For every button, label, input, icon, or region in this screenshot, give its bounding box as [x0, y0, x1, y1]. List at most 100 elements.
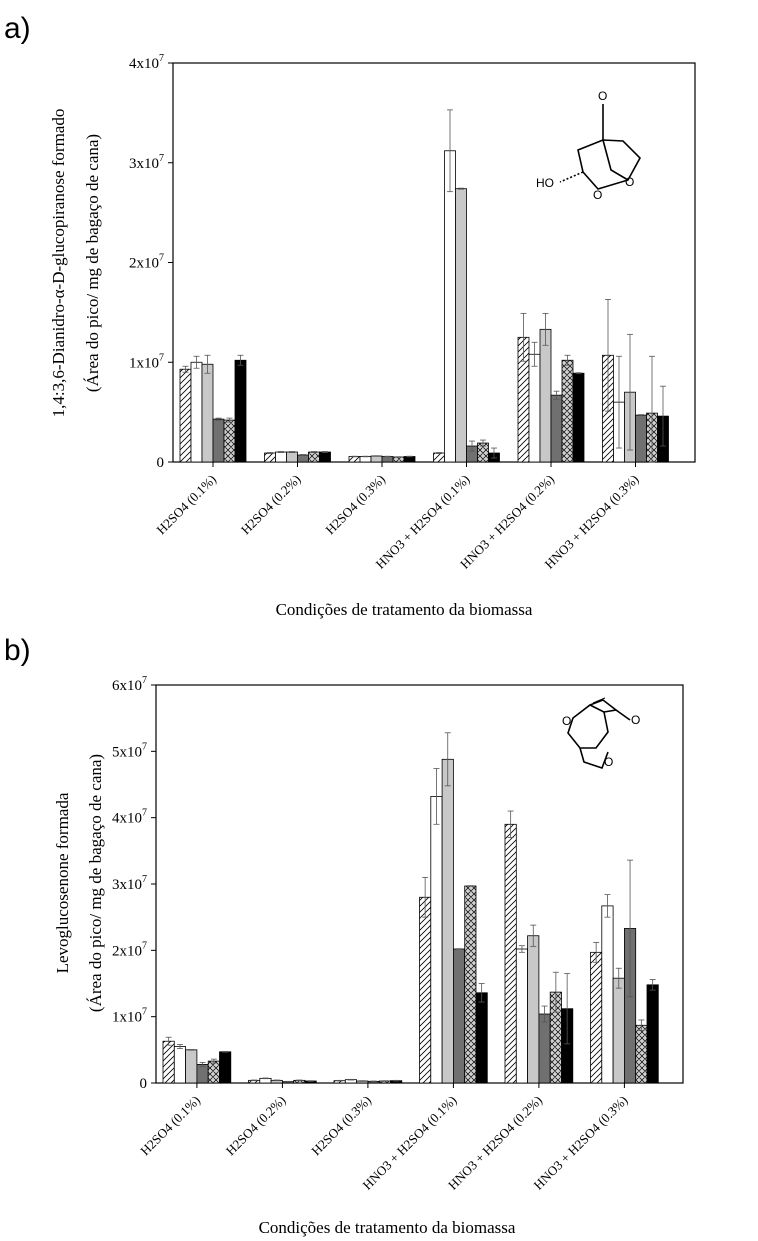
chart-panel-b: b) 0 1x107 2x107 3x107 4x107 5x107 6x107 H2SO4 …	[4, 634, 684, 1237]
panel-label-a: a)	[4, 12, 31, 45]
error-bar-a-4-5	[575, 372, 582, 375]
error-bar-a-3-5	[491, 447, 497, 459]
y-tick-label-b-3: 3x107	[112, 874, 147, 893]
bar-a-1-0	[264, 452, 276, 463]
error-bar-a-2-4	[395, 456, 402, 458]
y-axis-label-b-line2: (Área do pico/ mg de bagaço de cana)	[86, 754, 105, 1012]
error-bar-a-5-0	[605, 299, 611, 412]
error-bar-b-5-0	[593, 941, 600, 963]
bar-b-4-1	[515, 948, 528, 1084]
error-bar-b-3-4	[467, 885, 474, 887]
bar-a-2-5	[403, 456, 416, 463]
error-bar-a-4-4	[564, 354, 571, 366]
error-bar-a-1-5	[322, 451, 328, 453]
bar-b-0-5	[219, 1051, 232, 1084]
error-bar-b-1-1	[262, 1077, 269, 1080]
error-bar-a-5-5	[660, 385, 666, 447]
category-label-b-4: HNO3 + H2SO4 (0.2%)	[445, 1093, 545, 1193]
bar-b-5-2	[612, 977, 625, 1084]
bar-b-4-0	[504, 823, 517, 1084]
bar-a-4-3	[550, 394, 563, 463]
error-bar-b-3-1	[433, 768, 440, 825]
error-bar-b-4-4	[552, 971, 559, 1013]
molecule-b-oxygen-ketone: O	[631, 713, 640, 727]
category-label-b-2: H2SO4 (0.3%)	[308, 1093, 374, 1159]
error-bar-b-1-0	[251, 1079, 258, 1082]
bar-a-4-4	[561, 359, 574, 463]
bar-b-5-0	[590, 951, 603, 1084]
error-bar-b-1-2	[273, 1079, 280, 1082]
bar-a-0-5	[234, 359, 247, 463]
bar-a-4-2	[539, 328, 552, 463]
category-label-b-1: H2SO4 (0.2%)	[223, 1093, 289, 1159]
bar-b-3-4	[464, 885, 477, 1084]
bar-a-3-1	[444, 150, 456, 463]
error-bar-a-4-1	[531, 341, 538, 367]
error-bar-b-1-4	[296, 1079, 303, 1082]
error-bar-b-4-1	[518, 945, 525, 953]
bar-a-3-2	[455, 188, 467, 463]
error-bar-a-3-3	[469, 440, 475, 452]
error-bar-b-3-5	[478, 983, 485, 1003]
y-axis-label-a-line1: 1,4:3,6-Dianidro-α-D-glucopiranose forma…	[49, 109, 68, 418]
error-bar-a-0-4	[226, 417, 233, 423]
error-bar-a-0-0	[182, 365, 189, 373]
category-label-b-3: HNO3 + H2SO4 (0.1%)	[359, 1093, 459, 1193]
y-tick-label-b-5: 5x107	[112, 741, 147, 760]
error-bar-a-4-3	[553, 390, 560, 400]
error-bar-a-3-0	[436, 452, 442, 454]
bar-b-4-3	[538, 1013, 551, 1084]
error-bar-b-5-1	[604, 894, 611, 918]
error-bar-a-2-0	[351, 455, 358, 458]
molecule-a-oxygen-top: O	[598, 89, 607, 103]
bar-b-3-1	[430, 796, 443, 1084]
error-bar-b-2-1	[347, 1078, 354, 1081]
error-bar-b-2-3	[370, 1080, 377, 1083]
y-tick-label-b-1: 1x107	[112, 1007, 147, 1026]
bar-b-5-1	[601, 905, 614, 1084]
bar-a-4-5	[572, 372, 585, 463]
category-label-a-3: HNO3 + H2SO4 (0.1%)	[373, 472, 473, 572]
bar-b-5-4	[635, 1024, 648, 1084]
plot-area-b: 0 1x107 2x107 3x107 4x107 5x107 6x107 H2SO4 (0.…	[112, 675, 684, 1193]
x-axis-label-a: Condições de tratamento da biomassa	[276, 600, 533, 619]
error-bar-b-5-2	[615, 967, 622, 989]
error-bar-b-4-5	[564, 973, 571, 1045]
panel-label-b: b)	[4, 634, 31, 667]
error-bar-b-0-3	[199, 1062, 206, 1067]
bar-a-1-3	[297, 454, 309, 463]
error-bar-b-5-3	[627, 859, 634, 998]
molecule-a-hydroxyl: HO	[536, 176, 554, 190]
bar-a-2-0	[348, 456, 361, 463]
error-bar-a-4-0	[520, 312, 527, 362]
bar-b-0-2	[185, 1049, 198, 1084]
error-bar-a-2-3	[384, 455, 391, 458]
y-tick-label-b-2: 2x107	[112, 940, 147, 959]
category-label-a-4: HNO3 + H2SO4 (0.2%)	[457, 472, 557, 572]
error-bar-b-0-5	[222, 1051, 229, 1053]
error-bar-a-2-5	[406, 455, 413, 458]
bar-b-0-0	[162, 1040, 175, 1084]
error-bar-a-1-2	[289, 451, 295, 453]
y-tick-label-b-0: 0	[140, 1076, 148, 1092]
category-label-a-5: HNO3 + H2SO4 (0.3%)	[542, 472, 642, 572]
error-bar-a-4-2	[542, 312, 549, 346]
bar-a-2-2	[370, 455, 383, 463]
bar-a-0-1	[190, 361, 203, 463]
y-tick-label-a-1: 1x107	[129, 352, 164, 371]
error-bar-a-0-3	[215, 417, 222, 421]
error-bar-b-0-0	[165, 1036, 172, 1046]
molecule-b-oxygen-ring: O	[604, 755, 613, 769]
category-label-b-0: H2SO4 (0.1%)	[137, 1093, 203, 1159]
error-bar-a-5-4	[649, 355, 655, 463]
y-tick-label-a-4: 4x107	[129, 53, 164, 72]
error-bar-a-1-3	[300, 454, 306, 456]
bar-b-0-4	[207, 1060, 220, 1084]
error-bar-b-4-3	[541, 1005, 548, 1023]
error-bar-b-2-0	[336, 1079, 343, 1082]
error-bar-a-1-0	[267, 452, 273, 454]
error-bar-b-4-2	[530, 924, 537, 947]
molecule-structure-a: O HO O O	[536, 89, 641, 202]
bar-a-2-1	[359, 456, 372, 463]
